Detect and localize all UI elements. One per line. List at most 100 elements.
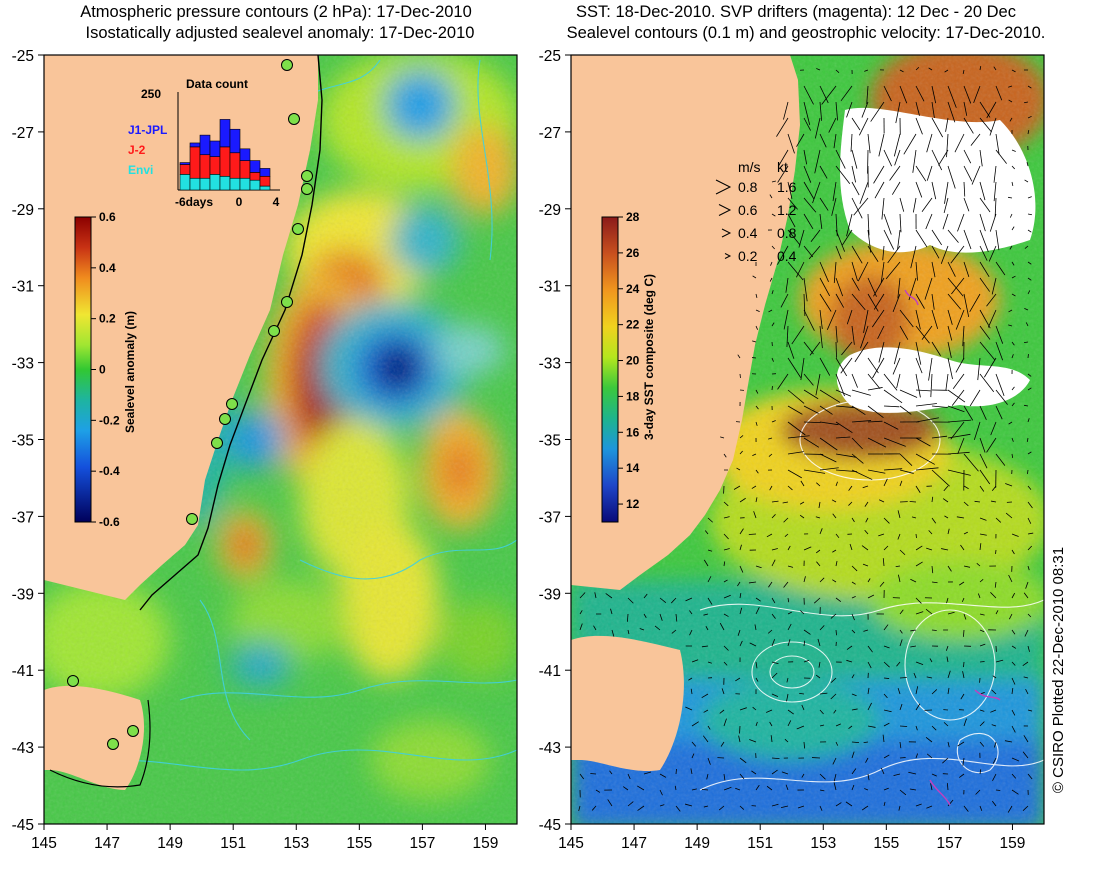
right-colorbar-tick-label: 28 — [626, 210, 640, 224]
inset-bar-segment — [219, 119, 231, 148]
inset-bar-segment — [199, 134, 211, 156]
right-xtick-label: 153 — [810, 835, 836, 852]
data-count-inset: Data count 250 J1-JPL J-2 Envi -6days 0 … — [128, 77, 280, 209]
inset-bar-segment — [189, 146, 201, 179]
left-xtick-label: 155 — [346, 835, 372, 852]
left-ytick-label: -29 — [12, 202, 34, 219]
left-colorbar-label: Sealevel anomaly (m) — [123, 311, 137, 433]
right-ytick-label: -27 — [539, 125, 561, 142]
inset-bar-segment — [249, 179, 261, 191]
left-ytick-label: -41 — [12, 663, 34, 680]
inset-legend-envi: Envi — [128, 163, 153, 177]
inset-bar-segment — [239, 148, 251, 161]
velocity-legend-arrow — [721, 228, 732, 238]
left-xtick-label: 147 — [94, 835, 120, 852]
right-colorbar-label: 3-day SST composite (deg C) — [642, 274, 656, 440]
left-ytick-label: -45 — [12, 817, 34, 834]
left-ytick-label: -27 — [12, 125, 34, 142]
sealevel-anomaly-map — [44, 55, 517, 824]
inset-bar-segment — [189, 142, 201, 148]
inset-bar-segment — [229, 152, 241, 179]
right-colorbar-tick-label: 24 — [626, 282, 640, 296]
left-colorbar-tick-label: 0.4 — [99, 261, 116, 275]
right-ytick-label: -43 — [539, 740, 561, 757]
sst-map — [571, 55, 1044, 824]
right-y-axis: -25 -27 -29 -31 -33 -35 -37 -39 -41 -43 -45 — [539, 48, 571, 834]
right-colorbar-tick-label: 20 — [626, 354, 640, 368]
left-ytick-label: -25 — [12, 48, 34, 65]
velocity-legend-kt: 0.4 — [777, 248, 797, 264]
right-ytick-label: -29 — [539, 202, 561, 219]
left-xtick-label: 159 — [473, 835, 499, 852]
left-ytick-label: -33 — [12, 356, 34, 373]
left-colorbar-tick-label: 0 — [99, 363, 106, 377]
right-xtick-label: 151 — [747, 835, 773, 852]
left-ytick-label: -37 — [12, 509, 34, 526]
left-xtick-label: 149 — [157, 835, 183, 852]
left-colorbar-tick-label: -0.4 — [99, 464, 120, 478]
right-xtick-label: 149 — [684, 835, 710, 852]
left-ytick-label: -35 — [12, 433, 34, 450]
right-ytick-label: -45 — [539, 817, 561, 834]
right-colorbar-tick-label: 18 — [626, 389, 640, 403]
velocity-legend-header-ms: m/s — [738, 159, 761, 175]
left-colorbar-tick-label: 0.2 — [99, 312, 116, 326]
inset-title: Data count — [186, 77, 248, 91]
right-ytick-label: -35 — [539, 433, 561, 450]
velocity-legend-ms: 0.2 — [738, 248, 758, 264]
right-ytick-label: -41 — [539, 663, 561, 680]
velocity-legend-ms: 0.8 — [738, 179, 758, 195]
right-title-line1: SST: 18-Dec-2010. SVP drifters (magenta)… — [576, 3, 1016, 21]
inset-bar-segment — [229, 128, 241, 154]
left-ytick-label: -39 — [12, 586, 34, 603]
left-title-line1: Atmospheric pressure contours (2 hPa): 1… — [80, 3, 472, 21]
right-x-axis: 145 147 149 151 153 155 157 159 — [558, 824, 1025, 852]
right-xtick-label: 159 — [1000, 835, 1026, 852]
right-xtick-label: 155 — [873, 835, 899, 852]
left-x-axis: 145 147 149 151 153 155 157 159 — [31, 824, 498, 852]
inset-bar-segment — [239, 160, 251, 179]
inset-bar-segment — [179, 174, 191, 191]
inset-bar-segment — [199, 177, 211, 191]
right-ytick-label: -31 — [539, 279, 561, 296]
inset-xlabel-zero: 0 — [236, 195, 243, 209]
right-colorbar-tick-label: 26 — [626, 246, 640, 260]
velocity-legend-ms: 0.4 — [738, 225, 758, 241]
right-colorbar-tick-label: 12 — [626, 497, 640, 511]
inset-ymax-label: 250 — [141, 87, 161, 101]
right-ytick-label: -39 — [539, 586, 561, 603]
velocity-legend: m/s kt 0.8 1.6 0.6 1.2 0.4 0.8 0.2 0.4 — [715, 159, 797, 264]
inset-bar-segment — [249, 160, 261, 173]
velocity-legend-kt: 1.6 — [777, 179, 797, 195]
inset-bar-segment — [259, 168, 271, 177]
right-xtick-label: 145 — [558, 835, 584, 852]
left-colorbar-tick-label: 0.6 — [99, 210, 116, 224]
left-colorbar-tick-label: -0.6 — [99, 515, 120, 529]
inset-bar-segment — [239, 177, 251, 191]
inset-xlabel-end: 4 — [273, 195, 280, 209]
left-title-line2: Isostatically adjusted sealevel anomaly:… — [86, 24, 475, 42]
left-ytick-label: -43 — [12, 740, 34, 757]
right-xtick-label: 147 — [621, 835, 647, 852]
left-xtick-label: 151 — [220, 835, 246, 852]
inset-bar-segment — [209, 156, 221, 175]
velocity-legend-arrow — [715, 179, 732, 195]
velocity-legend-kt: 1.2 — [777, 202, 797, 218]
right-colorbar-tick-label: 14 — [626, 461, 640, 475]
inset-bar-segment — [179, 162, 191, 165]
inset-xlabel-start: -6days — [175, 195, 213, 209]
left-xtick-label: 145 — [31, 835, 57, 852]
inset-bar-segment — [189, 177, 201, 191]
velocity-legend-arrow — [718, 204, 732, 216]
velocity-legend-ms: 0.6 — [738, 202, 758, 218]
inset-bar-segment — [179, 164, 191, 175]
credit-text: © CSIRO Plotted 22-Dec-2010 08:31 — [1050, 547, 1067, 793]
velocity-legend-arrow — [724, 253, 732, 259]
velocity-legend-kt: 0.8 — [777, 225, 797, 241]
left-xtick-label: 153 — [283, 835, 309, 852]
right-colorbar-tick-label: 16 — [626, 425, 640, 439]
inset-legend-j2: J-2 — [128, 143, 146, 157]
inset-bar-segment — [209, 174, 221, 191]
inset-bar-segment — [249, 172, 261, 181]
inset-legend-j1jpl: J1-JPL — [128, 123, 167, 137]
